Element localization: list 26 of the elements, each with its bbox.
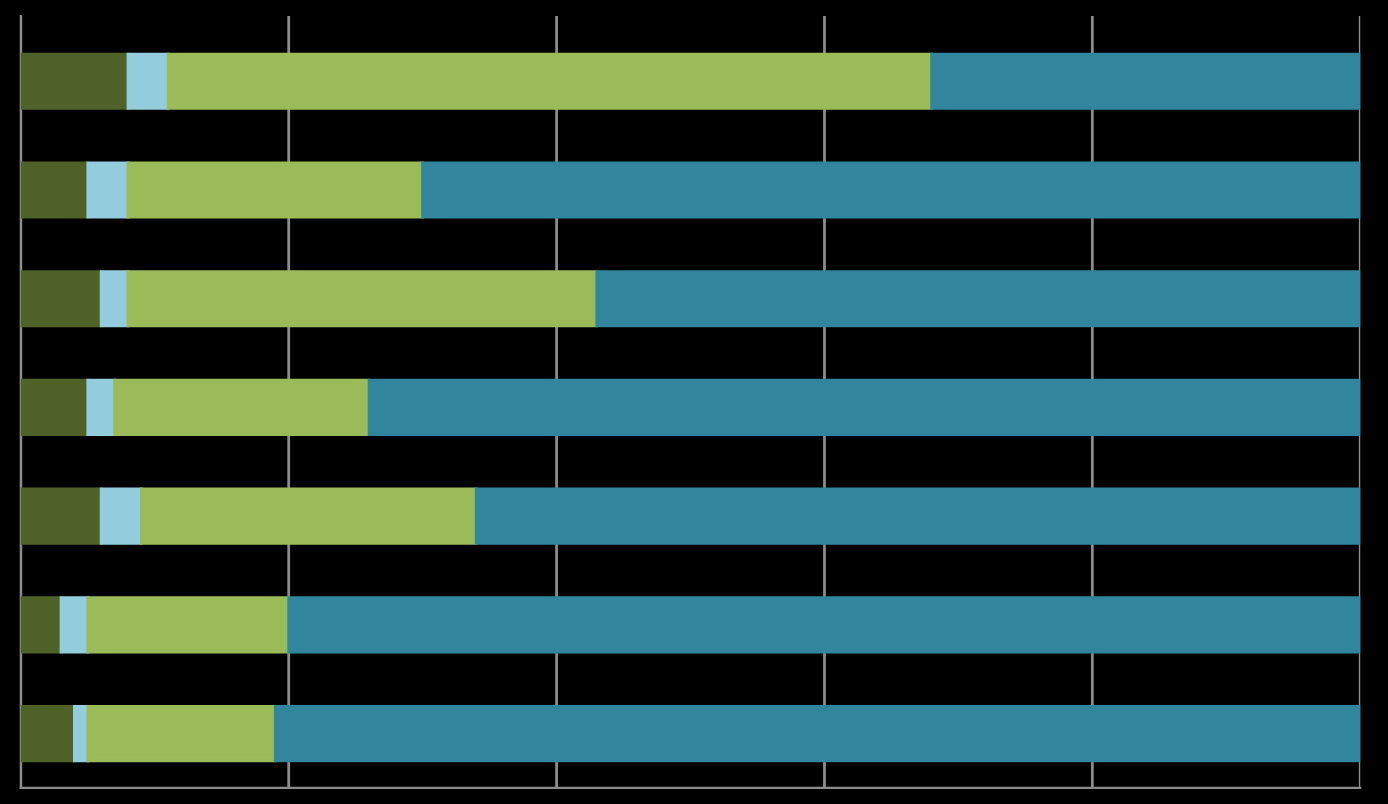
bar	[474, 487, 1361, 545]
bar	[20, 596, 63, 654]
bar	[139, 487, 478, 545]
bar	[421, 161, 1361, 219]
bar	[367, 378, 1361, 436]
bar	[595, 270, 1361, 328]
bar	[166, 52, 934, 110]
bar	[86, 596, 291, 654]
bar	[930, 52, 1361, 110]
bar	[113, 378, 371, 436]
bar	[99, 487, 143, 545]
bar	[126, 52, 170, 110]
bar	[20, 52, 130, 110]
bar	[99, 270, 130, 328]
bar	[20, 705, 76, 763]
bar	[20, 487, 103, 545]
bar	[20, 161, 90, 219]
bar	[287, 596, 1361, 654]
bar	[86, 378, 116, 436]
bar	[20, 378, 90, 436]
bar	[86, 161, 130, 219]
bar	[20, 270, 103, 328]
bar	[273, 705, 1361, 763]
bar	[126, 270, 599, 328]
bar	[86, 705, 277, 763]
bar	[126, 161, 425, 219]
